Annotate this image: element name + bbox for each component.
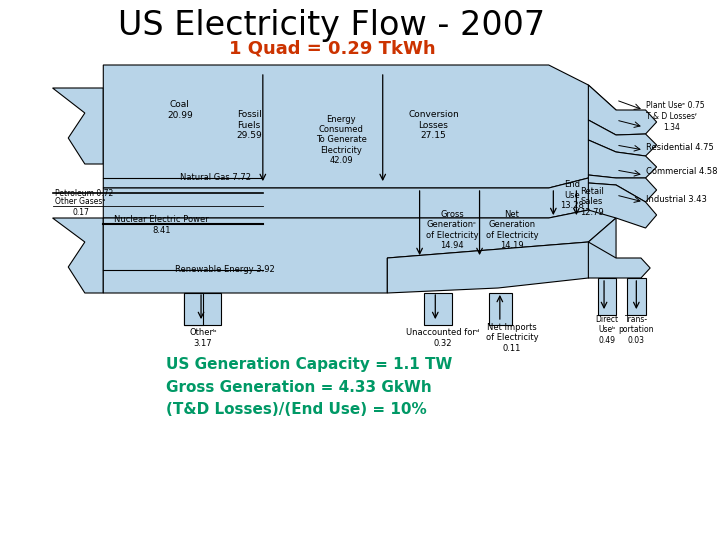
Text: Conversion
Losses
27.15: Conversion Losses 27.15 bbox=[408, 110, 459, 140]
Text: Residential 4.75: Residential 4.75 bbox=[646, 144, 714, 152]
Text: Plant Useᵉ 0.75: Plant Useᵉ 0.75 bbox=[646, 100, 704, 110]
Polygon shape bbox=[489, 293, 512, 325]
Polygon shape bbox=[103, 185, 616, 293]
Polygon shape bbox=[588, 85, 657, 135]
Polygon shape bbox=[588, 242, 650, 278]
Polygon shape bbox=[627, 278, 646, 315]
Polygon shape bbox=[184, 293, 221, 325]
Polygon shape bbox=[53, 88, 103, 164]
Text: Commercial 4.58: Commercial 4.58 bbox=[646, 167, 717, 177]
Text: Otherᵇ
3.17: Otherᵇ 3.17 bbox=[189, 328, 217, 348]
Text: Renewable Energy 3.92: Renewable Energy 3.92 bbox=[175, 266, 275, 274]
Polygon shape bbox=[598, 278, 616, 315]
Text: Trans-
portation
0.03: Trans- portation 0.03 bbox=[618, 315, 654, 345]
Polygon shape bbox=[424, 293, 452, 325]
Polygon shape bbox=[103, 65, 616, 188]
Polygon shape bbox=[103, 152, 616, 218]
Text: Other Gasesᵃ
0.17: Other Gasesᵃ 0.17 bbox=[55, 197, 106, 217]
Text: Net
Generation
of Electricity
14.19: Net Generation of Electricity 14.19 bbox=[485, 210, 538, 250]
Text: Petroleum 0.72: Petroleum 0.72 bbox=[55, 188, 114, 198]
Text: Nuclear Electric Power
8.41: Nuclear Electric Power 8.41 bbox=[114, 215, 209, 235]
Polygon shape bbox=[588, 140, 657, 178]
Polygon shape bbox=[588, 183, 657, 228]
Text: Industrial 3.43: Industrial 3.43 bbox=[646, 195, 706, 205]
Text: US Generation Capacity = 1.1 TW: US Generation Capacity = 1.1 TW bbox=[166, 357, 452, 373]
Text: Gross Generation = 4.33 GkWh: Gross Generation = 4.33 GkWh bbox=[166, 380, 432, 395]
Text: Unaccounted forᵈ
0.32: Unaccounted forᵈ 0.32 bbox=[406, 328, 480, 348]
Text: 1 Quad = 0.29 TkWh: 1 Quad = 0.29 TkWh bbox=[229, 39, 436, 57]
Text: Direct
Useᵇ
0.49: Direct Useᵇ 0.49 bbox=[595, 315, 618, 345]
Polygon shape bbox=[184, 293, 203, 325]
Text: (T&D Losses)/(End Use) = 10%: (T&D Losses)/(End Use) = 10% bbox=[166, 402, 427, 416]
Text: Fossil
Fuels
29.59: Fossil Fuels 29.59 bbox=[236, 110, 262, 140]
Text: Energy
Consumed
To Generate
Electricity
42.09: Energy Consumed To Generate Electricity … bbox=[316, 114, 366, 165]
Polygon shape bbox=[588, 120, 657, 156]
Polygon shape bbox=[387, 218, 616, 293]
Polygon shape bbox=[53, 218, 103, 293]
Text: T & D Lossesᶠ
1.34: T & D Lossesᶠ 1.34 bbox=[646, 112, 697, 132]
Text: Natural Gas 7.72: Natural Gas 7.72 bbox=[180, 173, 251, 183]
Text: US Electricity Flow - 2007: US Electricity Flow - 2007 bbox=[118, 9, 546, 42]
Text: Gross
Generationᶜ
of Electricity
14.94: Gross Generationᶜ of Electricity 14.94 bbox=[426, 210, 478, 250]
Text: End
Use
13.28: End Use 13.28 bbox=[560, 180, 584, 210]
Text: Net Imports
of Electricity
0.11: Net Imports of Electricity 0.11 bbox=[485, 323, 538, 353]
Text: Coal
20.99: Coal 20.99 bbox=[167, 100, 193, 120]
Text: Retail
Sales
12.79: Retail Sales 12.79 bbox=[580, 187, 604, 217]
Polygon shape bbox=[588, 175, 657, 202]
